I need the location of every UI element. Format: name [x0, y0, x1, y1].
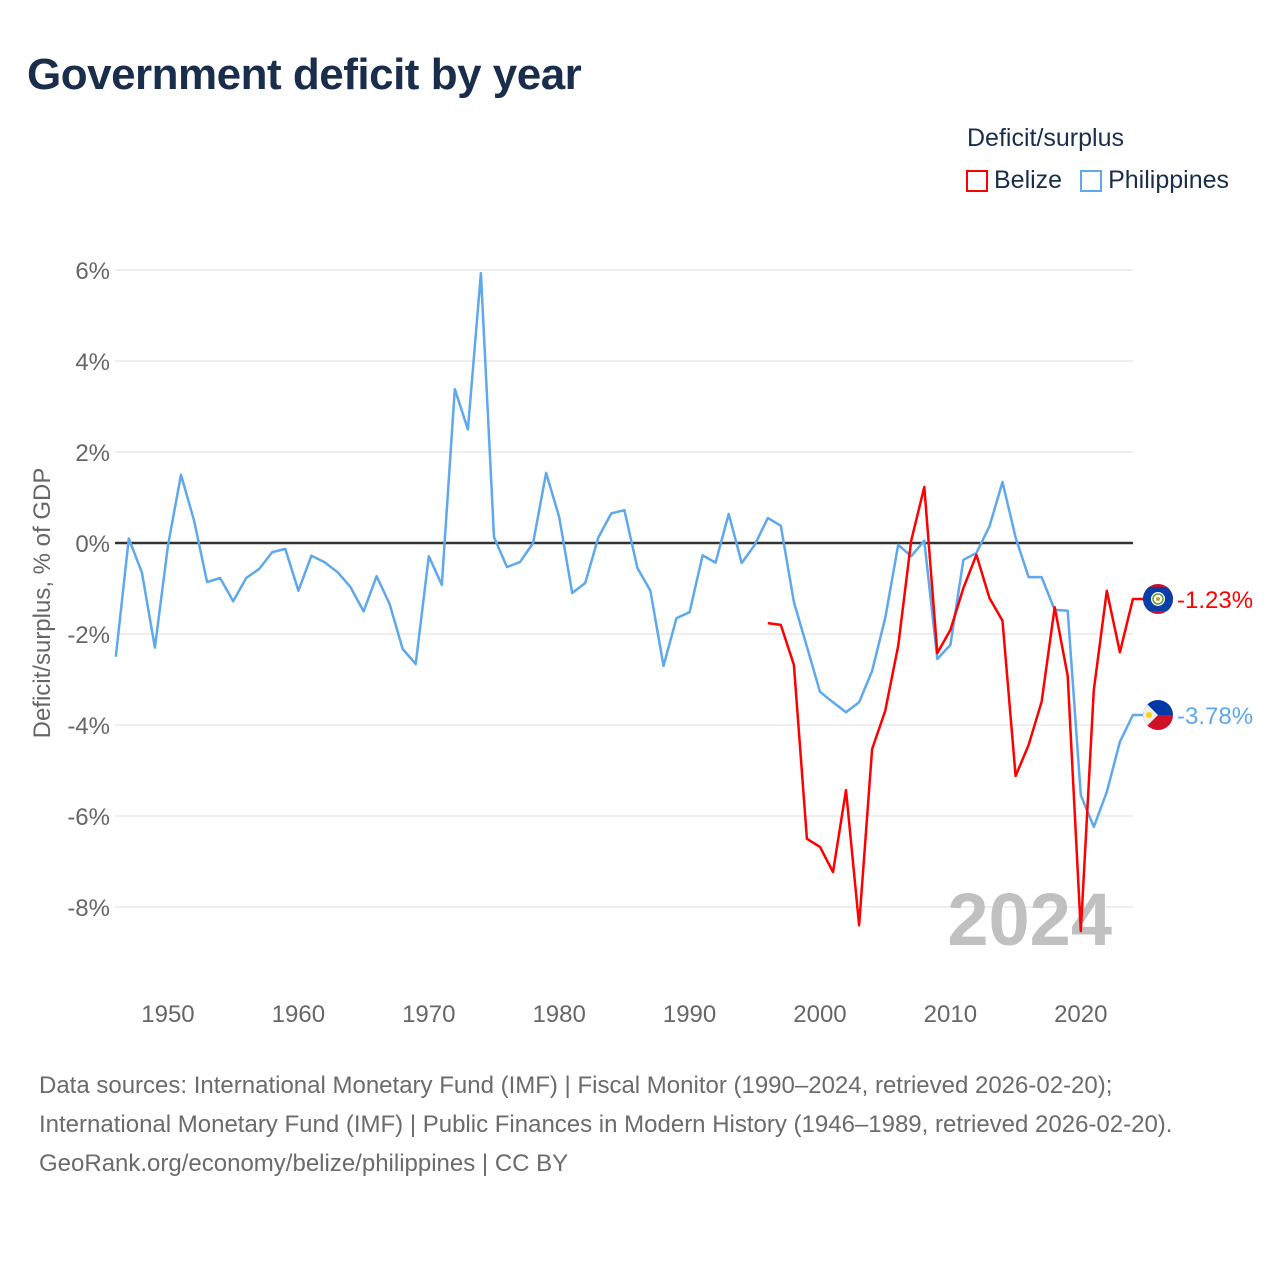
philippines-flag-icon: [1143, 699, 1173, 730]
y-tick-label: -4%: [67, 713, 110, 740]
x-tick-label: 1950: [141, 1001, 194, 1028]
y-tick-label: 0%: [75, 531, 110, 558]
legend-item-belize[interactable]: Belize: [966, 166, 1062, 195]
series-line-belize: [767, 485, 1145, 933]
x-tick-label: 2010: [924, 1001, 977, 1028]
x-tick-label: 1960: [272, 1001, 325, 1028]
x-tick-label: 2020: [1054, 1001, 1107, 1028]
y-tick-label: 2%: [75, 440, 110, 467]
legend-item-philippines[interactable]: Philippines: [1080, 166, 1229, 195]
x-tick-label: 1980: [532, 1001, 585, 1028]
series-line-philippines: [114, 271, 1145, 829]
footer: Data sources: International Monetary Fun…: [39, 1066, 1239, 1183]
attribution-link[interactable]: GeoRank.org/economy/belize/philippines |…: [39, 1150, 569, 1177]
y-tick-label: 4%: [75, 349, 110, 376]
belize-end-label: -1.23%: [1177, 587, 1253, 614]
belize-flag-icon: [1143, 583, 1173, 614]
y-tick-label: -6%: [67, 804, 110, 831]
legend-swatch-philippines: [1080, 169, 1103, 192]
y-tick-label: -2%: [67, 622, 110, 649]
year-watermark: 2024: [947, 878, 1112, 961]
legend-swatch-belize: [966, 169, 988, 192]
chart-title: Government deficit by year: [27, 50, 582, 99]
legend: Belize Philippines: [966, 166, 1229, 195]
legend-label: Belize: [994, 166, 1063, 194]
source-line-1: Data sources: International Monetary Fun…: [39, 1072, 1113, 1099]
legend-label: Philippines: [1108, 166, 1230, 194]
y-tick-label: 6%: [75, 258, 110, 285]
source-line-2: International Monetary Fund (IMF) | Publ…: [39, 1111, 1173, 1138]
x-tick-label: 1990: [663, 1001, 716, 1028]
y-axis-label: Deficit/surplus, % of GDP: [29, 468, 56, 739]
y-tick-label: -8%: [67, 895, 110, 922]
x-tick-label: 2000: [793, 1001, 846, 1028]
legend-title: Deficit/surplus: [967, 124, 1124, 152]
plot-area: 6% 4% 2% 0% -2% -4% -6% -8% 1950 1960 1970 1980 1990…: [29, 258, 1253, 1028]
x-tick-label: 1970: [402, 1001, 455, 1028]
philippines-end-label: -3.78%: [1177, 703, 1253, 730]
